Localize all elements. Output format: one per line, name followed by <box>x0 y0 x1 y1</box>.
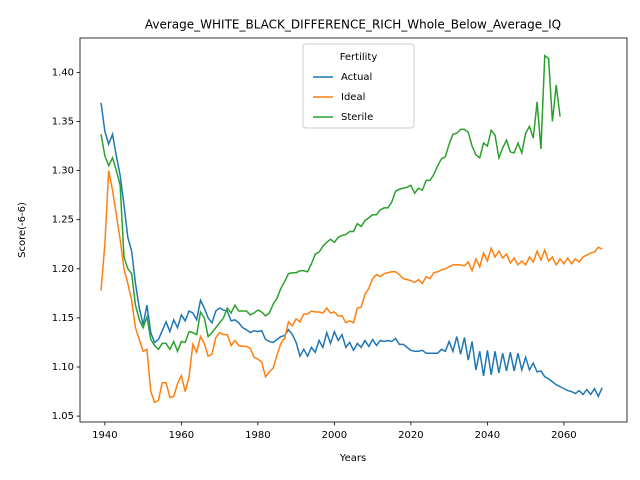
x-tick-label: 2000 <box>322 430 347 441</box>
y-tick-label: 1.25 <box>52 215 74 226</box>
y-tick-label: 1.30 <box>52 166 74 177</box>
x-tick-label: 1980 <box>245 430 270 441</box>
chart-title: Average_WHITE_BLACK_DIFFERENCE_RICH_Whol… <box>145 18 561 32</box>
series-line <box>100 54 561 354</box>
y-tick-label: 1.35 <box>52 116 74 127</box>
x-axis-label: Years <box>339 453 366 464</box>
x-tick-label: 2060 <box>551 430 576 441</box>
y-tick-label: 1.10 <box>52 362 74 373</box>
y-tick-label: 1.15 <box>52 313 74 324</box>
legend-box <box>302 43 415 129</box>
y-tick-label: 1.40 <box>52 67 74 78</box>
series-line <box>100 102 603 399</box>
y-axis-label: Score(-6-6) <box>17 202 28 258</box>
axes-frame <box>79 37 628 423</box>
x-tick-label: 2040 <box>475 430 500 441</box>
y-tick-label: 1.05 <box>52 411 74 422</box>
x-tick-label: 2020 <box>398 430 423 441</box>
x-tick-label: 1960 <box>169 430 194 441</box>
legend-title: Fertility <box>340 52 378 63</box>
legend-label: Actual <box>341 72 372 83</box>
legend-label: Sterile <box>341 112 373 123</box>
series-line <box>100 170 603 404</box>
x-tick-label: 1940 <box>92 430 117 441</box>
legend-label: Ideal <box>341 92 365 103</box>
y-tick-label: 1.20 <box>52 264 74 275</box>
